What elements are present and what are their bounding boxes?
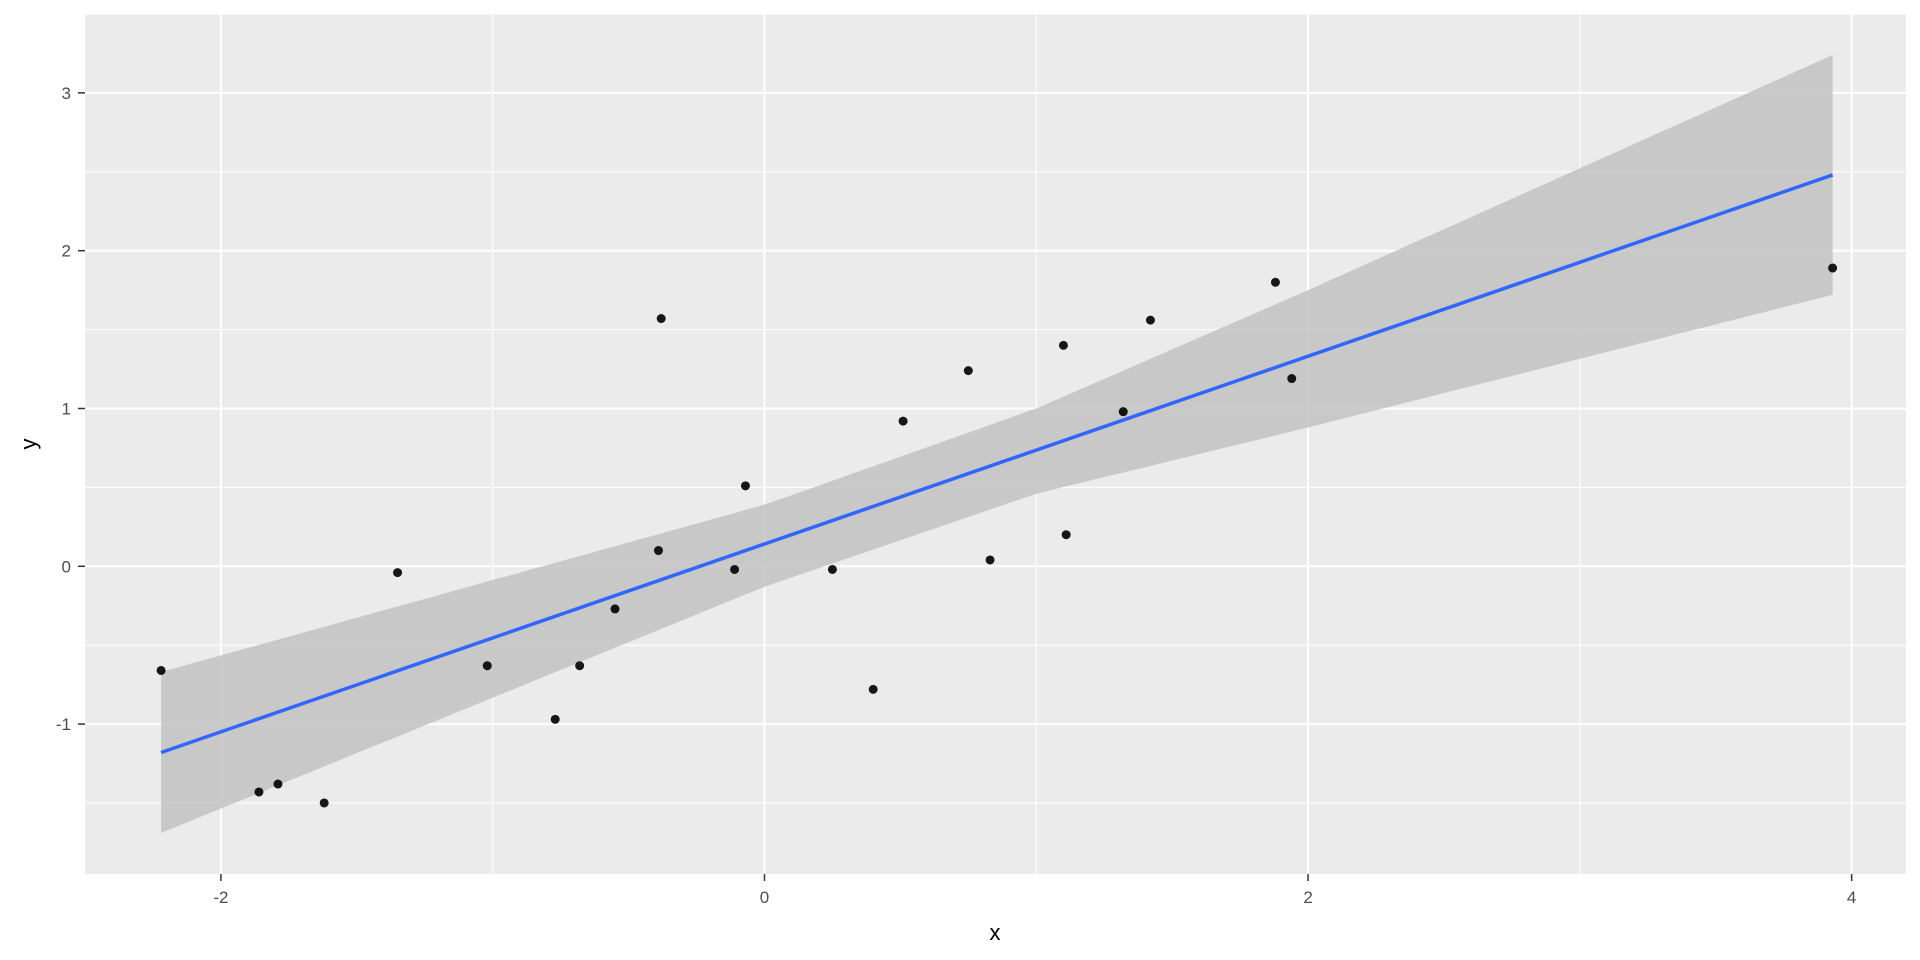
y-tick-label: 0 [62,557,71,576]
data-point [740,481,750,491]
data-point [898,416,908,426]
data-points [156,263,1838,808]
data-point [827,564,837,574]
y-axis: -1 0 1 2 3 [56,84,85,734]
data-point [550,714,560,724]
data-point [1145,315,1155,325]
data-point [319,798,329,808]
data-point [1828,263,1838,273]
x-tick-label: 4 [1847,888,1856,907]
data-point [1118,407,1128,417]
y-tick-label: 2 [62,242,71,261]
y-axis-title: y [16,439,41,450]
data-point [963,366,973,376]
data-point [273,779,283,789]
x-axis: -2 0 2 4 [213,874,1856,907]
data-point [730,564,740,574]
y-tick-label: 3 [62,84,71,103]
y-tick-label: 1 [62,399,71,418]
data-point [868,684,878,694]
data-point [1058,340,1068,350]
data-point [653,546,663,556]
data-point [610,604,620,614]
data-point [1061,530,1071,540]
data-point [985,555,995,565]
x-tick-label: 2 [1303,888,1312,907]
y-tick-label: -1 [56,715,71,734]
x-tick-label: -2 [213,888,228,907]
x-tick-label: 0 [760,888,769,907]
fit-line [160,173,1834,755]
data-point [254,787,264,797]
data-point [393,568,403,578]
confidence-ribbon [161,55,1833,833]
data-point [1287,374,1297,384]
x-axis-title: x [990,920,1001,945]
data-point [575,661,585,671]
data-point [656,314,666,324]
data-point [1270,277,1280,287]
data-point [482,661,492,671]
data-point [156,665,166,675]
